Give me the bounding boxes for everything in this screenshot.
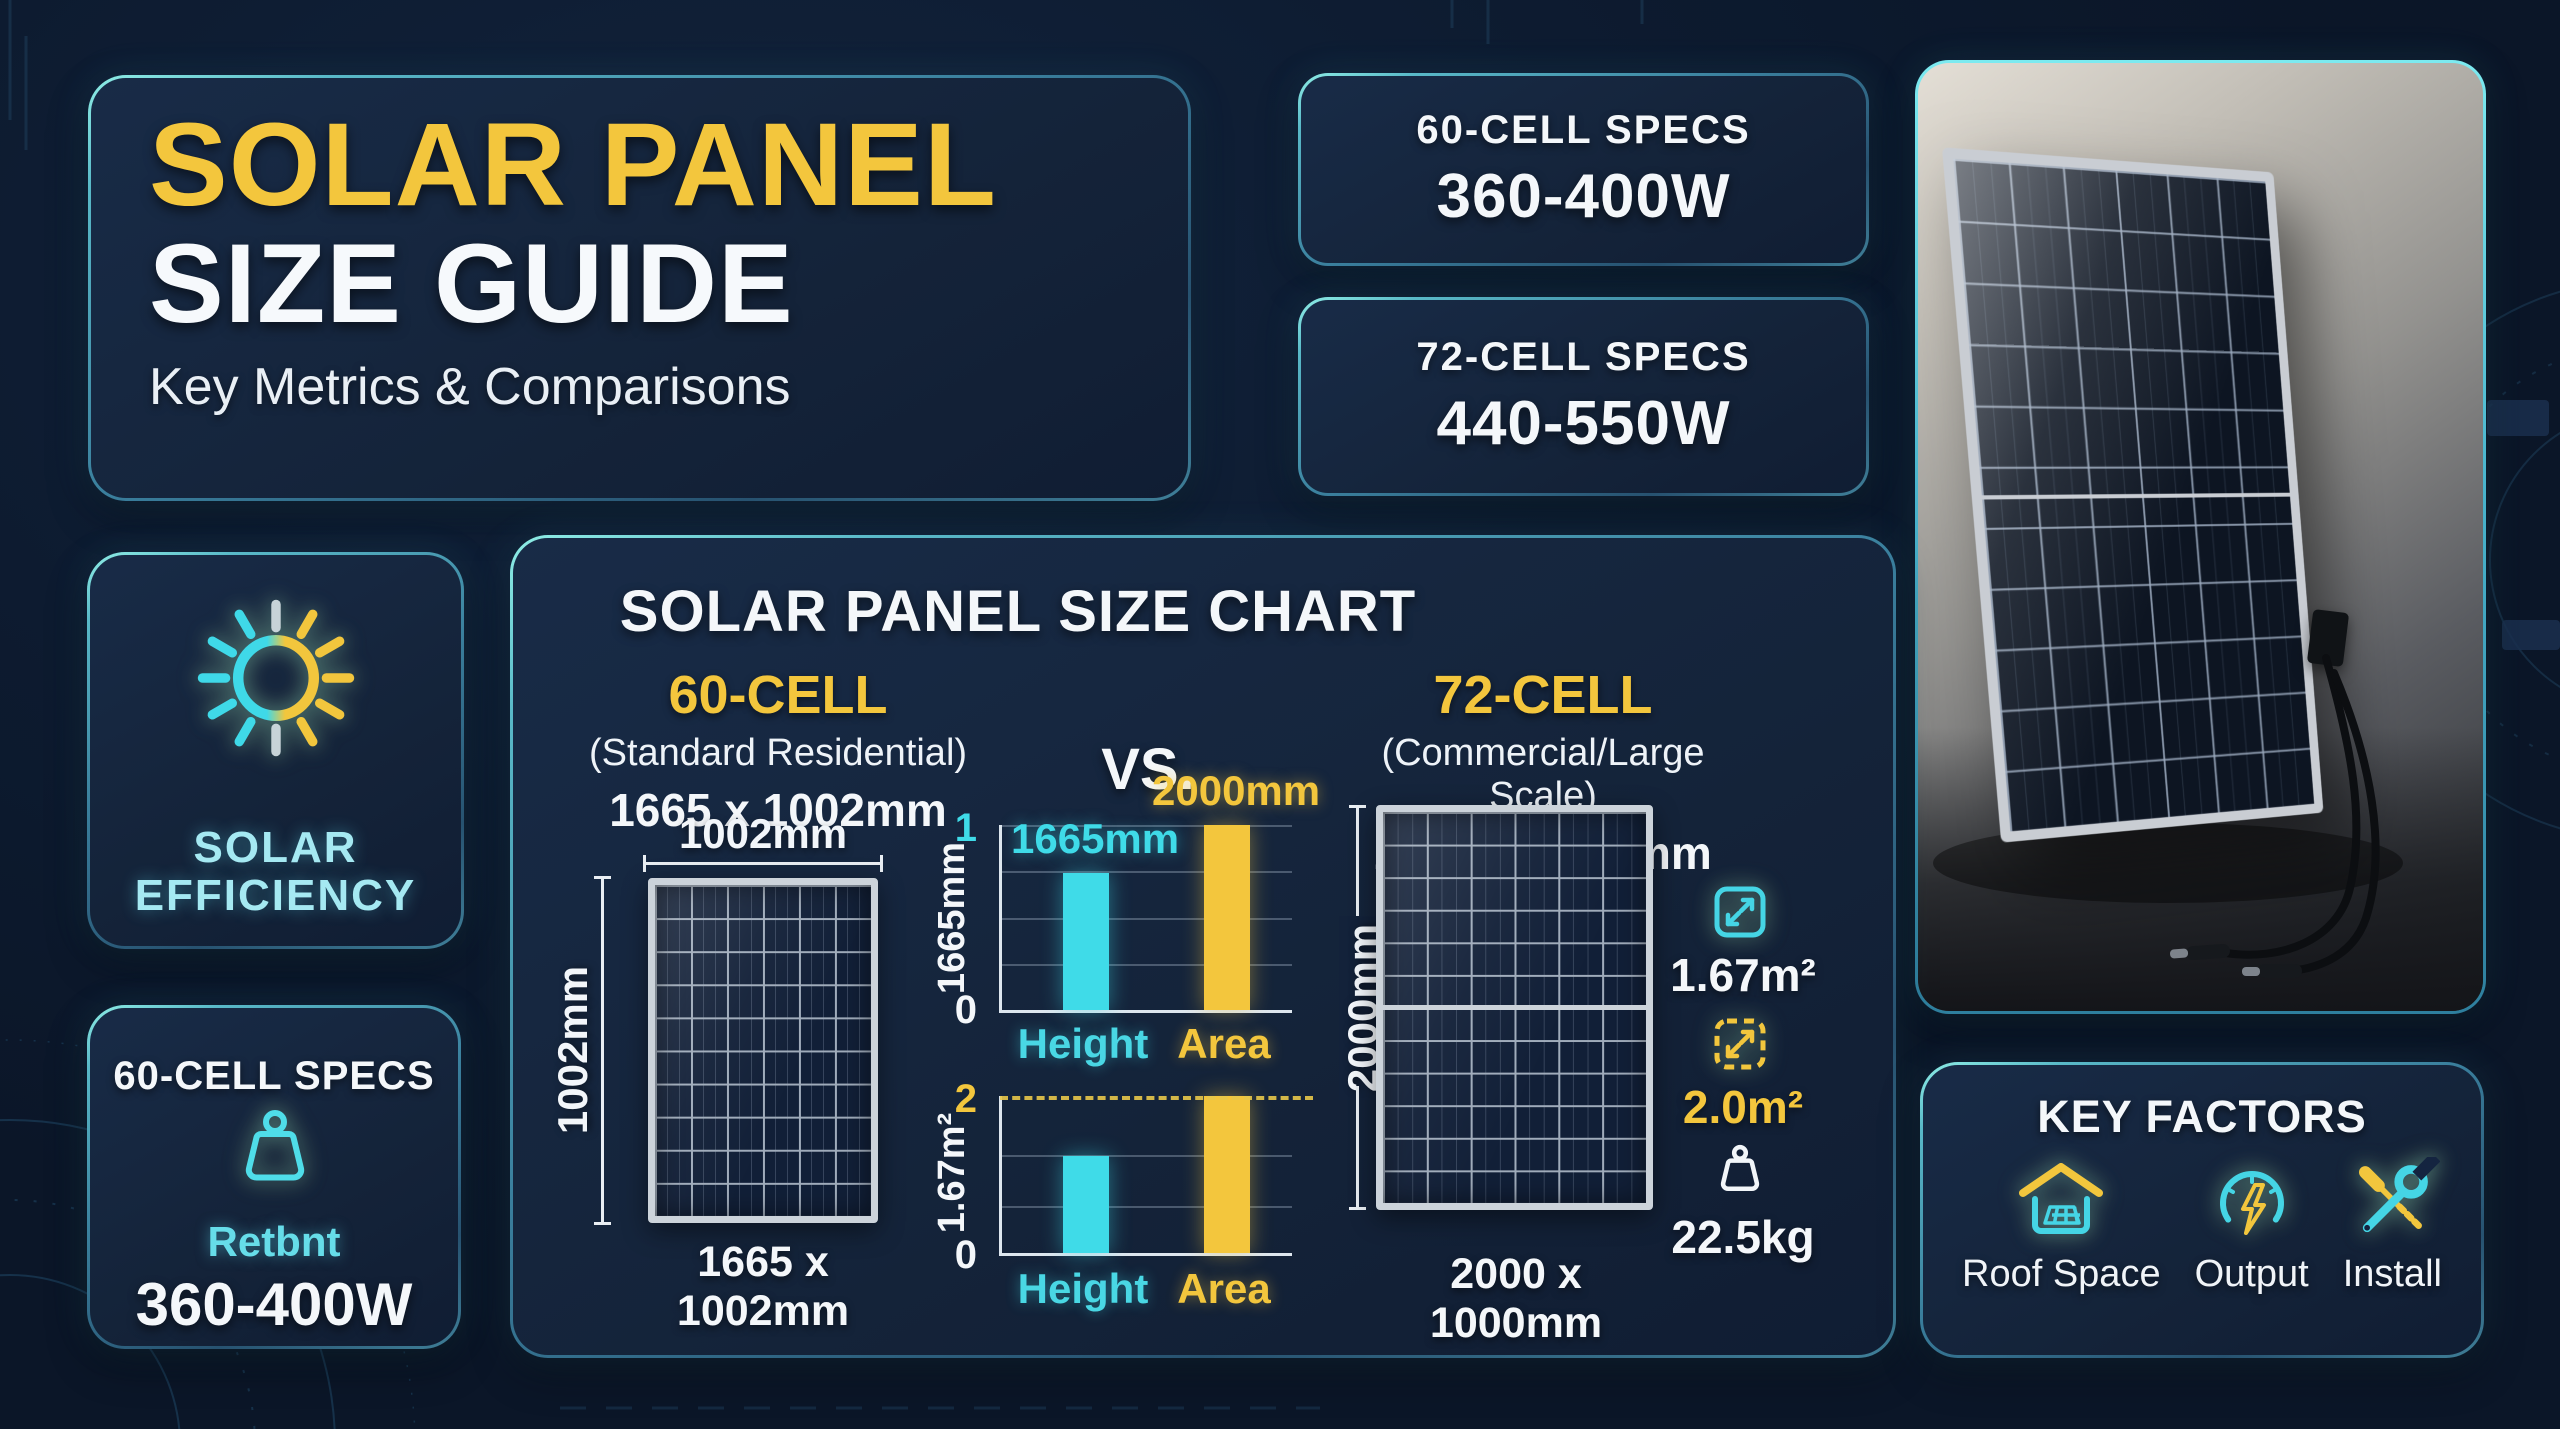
main-title-line2: SIZE GUIDE: [149, 220, 794, 346]
bar-chart-height: 1 0 1665mm 1665mm 2000mm Height Area: [913, 767, 1343, 1067]
factor-install: Install: [2343, 1157, 2442, 1296]
60-cell-weight-card: 60-CELL SPECS Retbnt 360-400W: [87, 1005, 461, 1349]
factors-row: Roof Space Output: [1923, 1157, 2481, 1296]
photo-shadow-and-cables: [1933, 823, 2403, 903]
main-subtitle: Key Metrics & Comparisons: [149, 357, 791, 416]
column-heading: 60-CELL: [668, 665, 888, 725]
column-header-60-cell: 60-CELL (Standard Residential) 1665 x 10…: [568, 664, 988, 837]
weight-icon: [245, 1110, 305, 1181]
y-tick: 0: [954, 988, 977, 1032]
factor-label: Install: [2342, 1253, 2442, 1295]
panel-footer-72-cell: 2000 x 1000mm: [1429, 1250, 1603, 1347]
efficiency-label-line2: EFFICIENCY: [134, 871, 417, 920]
tools-icon: [2359, 1157, 2441, 1233]
weight-icon: [1720, 1144, 1760, 1192]
size-chart-card: SOLAR PANEL SIZE CHART 60-CELL (Standard…: [510, 535, 1896, 1358]
spec-label: 72-CELL SPECS: [1416, 334, 1751, 379]
expand-arrows-dashed-icon: [1714, 1018, 1766, 1070]
gauge-bolt-icon: [2219, 1171, 2284, 1235]
panel-diagram-72-cell: [1376, 805, 1653, 1210]
column-heading: 72-CELL: [1433, 665, 1653, 725]
efficiency-label-line1: SOLAR: [193, 823, 358, 872]
solar-panel-photo-card: [1915, 60, 2486, 1014]
factor-output: Output: [2195, 1157, 2309, 1296]
main-title-line1: SOLAR PANEL: [149, 99, 997, 231]
roof-solar-icon: [2019, 1163, 2104, 1234]
plot-area: 1665mm 2000mm: [999, 767, 1320, 1013]
spec-value: 440-550W: [1436, 388, 1731, 458]
bar-area-60cell: [1063, 1155, 1109, 1253]
weight-card-caption: Retbnt: [207, 1218, 341, 1265]
solar-efficiency-card: SOLAR EFFICIENCY: [87, 552, 464, 949]
spec-card-60-cell: 60-CELL SPECS 360-400W: [1298, 73, 1869, 266]
x-category-label: Area: [1177, 1265, 1271, 1312]
height-dimension-label: 2000mm: [1339, 898, 1386, 1118]
stat-area-72cell: 2.0m²: [1682, 1081, 1804, 1133]
bar-area-72cell: [1204, 1096, 1250, 1253]
height-dimension-label: 1002mm: [549, 965, 596, 1135]
y-tick: 1: [954, 806, 977, 850]
weight-card-value: 360-400W: [135, 1271, 413, 1338]
x-category-label: Height: [1017, 1020, 1149, 1067]
column-subheading: (Standard Residential): [588, 732, 968, 774]
spec-card-72-cell: 72-CELL SPECS 440-550W: [1298, 297, 1869, 496]
width-dimension-label: 1002mm: [678, 810, 848, 857]
title-card: SOLAR PANEL SIZE GUIDE Key Metrics & Com…: [88, 75, 1191, 501]
factor-roof-space: Roof Space: [1962, 1157, 2161, 1296]
height-dimension-line-bottom: [1349, 1086, 1366, 1210]
bar-height-60cell: [1063, 873, 1109, 1010]
panel-cables: [2170, 654, 2380, 978]
key-factors-card: KEY FACTORS Roof Space: [1920, 1062, 2484, 1358]
column-dimensions: 1665 x 1002mm: [609, 784, 947, 836]
height-dimension-line: [594, 876, 611, 1225]
expand-arrows-icon: [1714, 886, 1766, 938]
y-axis-label: 1665mm: [931, 841, 973, 995]
bar-height-72cell: [1204, 825, 1250, 1010]
key-factors-title: KEY FACTORS: [2037, 1091, 2367, 1142]
factor-label: Roof Space: [1962, 1253, 2161, 1295]
bar-chart-area: 2 0 1.67m² Height Area: [913, 1059, 1343, 1319]
bar-value-label: 1665mm: [1011, 815, 1180, 863]
spec-label: 60-CELL SPECS: [1416, 107, 1751, 152]
sun-icon: [197, 599, 355, 757]
weight-card-label: 60-CELL SPECS: [113, 1054, 435, 1098]
x-category-label: Height: [1017, 1265, 1149, 1312]
spec-value: 360-400W: [1436, 161, 1731, 231]
size-chart-title: SOLAR PANEL SIZE CHART: [619, 579, 1417, 644]
y-axis-label: 1.67m²: [931, 1112, 973, 1234]
y-tick: 0: [954, 1233, 977, 1277]
y-tick: 2: [954, 1077, 977, 1121]
solar-panel-photo: [1918, 63, 2483, 1011]
height-dimension-line-top: [1349, 805, 1366, 930]
bar-value-label: 2000mm: [1152, 767, 1321, 814]
stat-weight: 22.5kg: [1671, 1211, 1815, 1263]
factor-label: Output: [2194, 1253, 2309, 1295]
vs-label: VS.: [1101, 737, 1195, 802]
stat-area-60cell: 1.67m²: [1670, 949, 1816, 1001]
width-dimension-line: [643, 855, 883, 872]
plot-area: [999, 1096, 1314, 1256]
x-category-label: Area: [1177, 1020, 1271, 1067]
panel-diagram-60-cell: [648, 878, 878, 1223]
panel-footer-60-cell: 1665 x 1002mm: [676, 1238, 850, 1335]
